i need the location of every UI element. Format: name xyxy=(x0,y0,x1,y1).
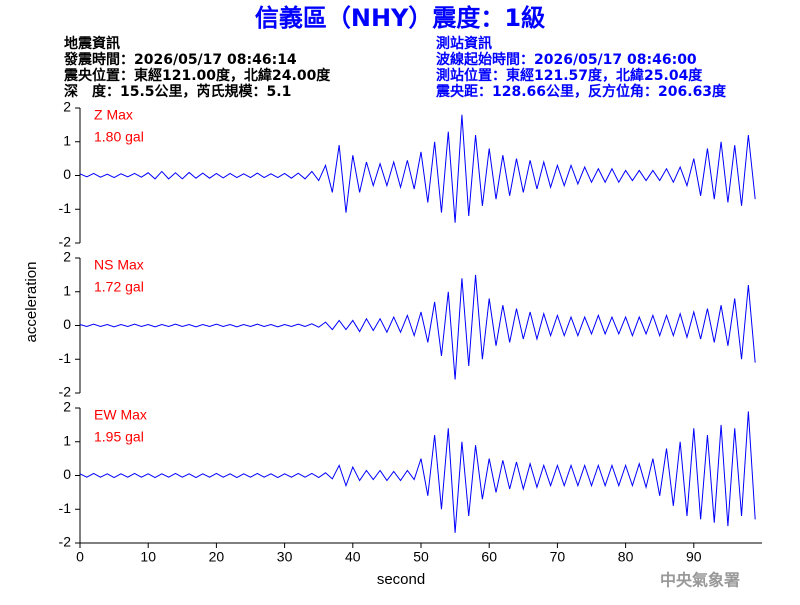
footer: 中央氣象署 xyxy=(660,571,740,590)
waveform xyxy=(79,411,756,533)
trace-name: Z Max xyxy=(94,107,133,123)
trace-name: NS Max xyxy=(94,257,144,273)
station-info: 震央距：128.66公里，反方位角：206.63度 xyxy=(435,83,727,100)
y-tick-label: 1 xyxy=(63,282,71,298)
y-tick-label: 2 xyxy=(63,99,71,115)
y-tick-label: 0 xyxy=(63,316,71,332)
y-tick-label: 1 xyxy=(63,132,71,148)
x-tick-label: 10 xyxy=(140,549,156,565)
x-tick-label: 60 xyxy=(481,549,497,565)
event-info: 深 度：15.5公里，芮氏規模：5.1 xyxy=(64,83,291,100)
x-tick-label: 20 xyxy=(209,549,225,565)
x-tick-label: 50 xyxy=(413,549,429,565)
y-tick-label: -1 xyxy=(59,200,72,216)
y-tick-label: 2 xyxy=(63,399,71,415)
chart-title: 信義區（NHY）震度：1級 xyxy=(255,4,545,32)
event-info: 地震資訊 xyxy=(64,35,120,52)
y-tick-label: 0 xyxy=(63,166,71,182)
y-tick-label: 2 xyxy=(63,249,71,265)
station-info: 測站資訊 xyxy=(436,35,492,52)
y-tick-label: -2 xyxy=(59,534,72,550)
x-tick-label: 70 xyxy=(550,549,566,565)
event-info: 發震時間：2026/05/17 08:46:14 xyxy=(63,51,297,68)
x-tick-label: 30 xyxy=(277,549,293,565)
peak-annotation: 1.80 gal xyxy=(94,129,144,145)
waveform xyxy=(79,114,756,223)
x-tick-label: 90 xyxy=(686,549,702,565)
y-axis-label: acceleration xyxy=(23,262,40,343)
y-tick-label: -1 xyxy=(59,500,72,516)
waveform xyxy=(79,274,756,380)
x-tick-label: 0 xyxy=(76,549,84,565)
y-tick-label: -2 xyxy=(59,234,72,250)
y-tick-label: -2 xyxy=(59,384,72,400)
event-info: 震央位置：東經121.00度，北緯24.00度 xyxy=(63,67,331,84)
y-tick-label: -1 xyxy=(59,350,72,366)
station-info: 波線起始時間：2026/05/17 08:46:00 xyxy=(436,51,697,68)
x-tick-label: 40 xyxy=(345,549,361,565)
trace-name: EW Max xyxy=(94,407,147,423)
peak-annotation: 1.95 gal xyxy=(94,429,144,445)
station-info: 測站位置：東經121.57度，北緯25.04度 xyxy=(436,67,703,84)
x-tick-label: 80 xyxy=(618,549,634,565)
y-tick-label: 0 xyxy=(63,466,71,482)
x-axis-label: second xyxy=(377,571,425,588)
peak-annotation: 1.72 gal xyxy=(94,279,144,295)
y-tick-label: 1 xyxy=(63,432,71,448)
